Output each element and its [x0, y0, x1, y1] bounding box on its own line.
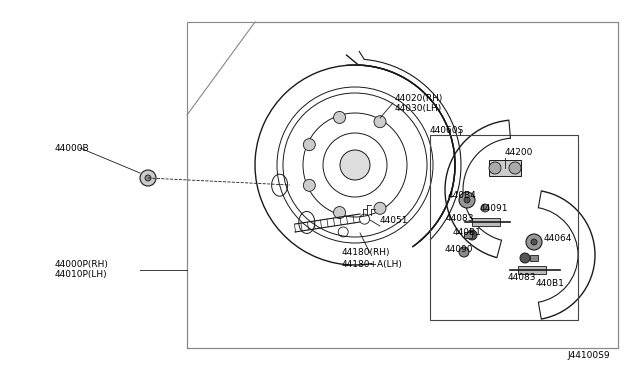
Circle shape	[526, 234, 542, 250]
Circle shape	[459, 247, 469, 257]
Bar	[518, 266, 546, 274]
Bar	[430, 135, 578, 320]
Circle shape	[333, 112, 346, 124]
Text: 440B4: 440B4	[448, 190, 477, 199]
Text: 44030(LH): 44030(LH)	[395, 103, 442, 112]
Text: 44180+A(LH): 44180+A(LH)	[342, 260, 403, 269]
Circle shape	[489, 162, 501, 174]
Circle shape	[481, 204, 489, 212]
Circle shape	[459, 192, 475, 208]
Bar	[489, 160, 521, 176]
Text: 44060S: 44060S	[430, 125, 464, 135]
Circle shape	[509, 162, 521, 174]
Bar	[464, 232, 472, 238]
Text: 44083: 44083	[446, 214, 474, 222]
Text: 44000B: 44000B	[55, 144, 90, 153]
Text: 44010P(LH): 44010P(LH)	[55, 270, 108, 279]
Text: 44091: 44091	[480, 203, 509, 212]
Text: 44000P(RH): 44000P(RH)	[55, 260, 109, 269]
Text: 44083: 44083	[508, 273, 536, 282]
Text: 44200: 44200	[505, 148, 533, 157]
Text: 44051: 44051	[380, 215, 408, 224]
Circle shape	[145, 175, 151, 181]
Circle shape	[333, 206, 346, 219]
Circle shape	[467, 230, 477, 240]
Circle shape	[520, 253, 530, 263]
Circle shape	[464, 197, 470, 203]
Circle shape	[374, 116, 386, 128]
Bar	[472, 218, 500, 226]
Circle shape	[303, 139, 316, 151]
Circle shape	[303, 179, 316, 191]
Text: 44020(RH): 44020(RH)	[395, 93, 444, 103]
Bar	[530, 255, 538, 261]
Circle shape	[140, 170, 156, 186]
Bar	[187, 22, 618, 348]
Text: 44064: 44064	[544, 234, 572, 243]
Text: 44090: 44090	[445, 246, 474, 254]
Circle shape	[340, 150, 370, 180]
Text: 440B1: 440B1	[453, 228, 482, 237]
Text: J44100S9: J44100S9	[568, 350, 610, 359]
Text: 44180(RH): 44180(RH)	[342, 248, 390, 257]
Text: 440B1: 440B1	[536, 279, 565, 289]
Circle shape	[374, 202, 386, 214]
Circle shape	[531, 239, 537, 245]
